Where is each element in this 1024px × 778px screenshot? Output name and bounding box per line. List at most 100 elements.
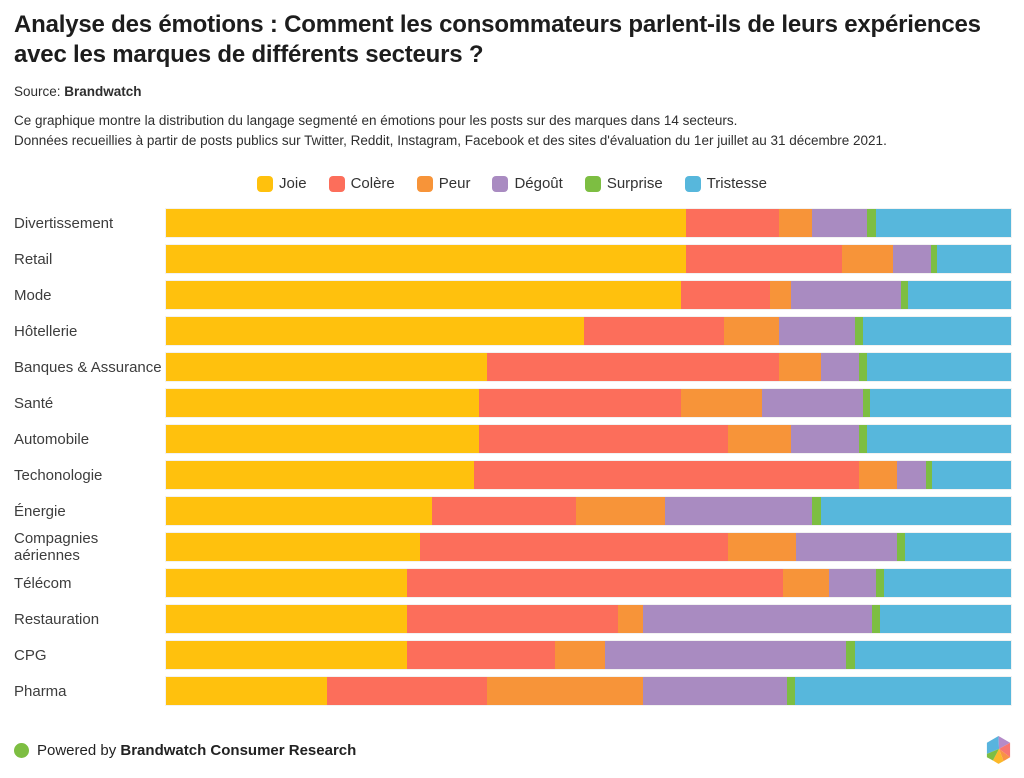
brandwatch-hexagon-logo-icon — [986, 736, 1011, 764]
bar-segment-tristesse — [867, 353, 1011, 381]
chart-row: Restauration — [14, 605, 1011, 633]
bar-segment-surprise — [896, 533, 906, 561]
legend-item-colère: Colère — [328, 175, 395, 192]
bar-segment-peur — [782, 569, 830, 597]
bar-segment-surprise — [871, 605, 880, 633]
row-label: Santé — [14, 394, 54, 412]
row-label: Compagnies aériennes — [14, 530, 99, 564]
bar-segment-colère — [406, 569, 783, 597]
powered-by: Powered by Brandwatch Consumer Research — [14, 742, 356, 759]
legend-label: Dégoût — [514, 175, 563, 192]
legend-swatch-icon — [416, 175, 433, 192]
bar-segment-joie — [166, 353, 488, 381]
description-line-1: Ce graphique montre la distribution du l… — [14, 113, 738, 129]
bar-segment-peur — [681, 389, 762, 417]
bar-segment-dégoût — [812, 209, 868, 237]
row-label: CPG — [14, 646, 47, 664]
legend-label: Surprise — [606, 175, 663, 192]
chart-row: Mode — [14, 281, 1011, 309]
header: Analyse des émotions : Comment les conso… — [14, 10, 1010, 150]
bar-segment-peur — [618, 605, 644, 633]
chart-row: Télécom — [14, 569, 1011, 597]
legend: Joie Colère Peur Dégoût Surprise Tristesse — [0, 175, 1024, 192]
bar-segment-surprise — [854, 317, 864, 345]
legend-item-peur: Peur — [416, 175, 471, 192]
stacked-bar — [166, 245, 1011, 273]
stacked-bar — [166, 497, 1011, 525]
bar-segment-peur — [554, 641, 606, 669]
chart-row: CPG — [14, 641, 1011, 669]
bar-segment-tristesse — [936, 245, 1011, 273]
bar-segment-dégoût — [761, 389, 864, 417]
bar-segment-dégoût — [664, 497, 813, 525]
bar-segment-colère — [406, 605, 619, 633]
bar-segment-peur — [778, 209, 813, 237]
bar-segment-peur — [778, 353, 821, 381]
powered-by-text: Powered by Brandwatch Consumer Research — [37, 742, 357, 759]
bar-segment-colère — [432, 497, 576, 525]
chart-row: Divertissement — [14, 209, 1011, 237]
footer: Powered by Brandwatch Consumer Research — [14, 736, 1012, 765]
chart-row: Retail — [14, 245, 1011, 273]
bar-segment-joie — [166, 317, 585, 345]
bar-segment-joie — [166, 461, 475, 489]
bar-segment-joie — [166, 641, 407, 669]
bar-segment-tristesse — [795, 677, 1011, 705]
bar-segment-surprise — [812, 497, 821, 525]
bar-segment-dégoût — [892, 245, 931, 273]
bar-segment-joie — [166, 389, 479, 417]
bar-segment-tristesse — [932, 461, 1011, 489]
row-label: Divertissement — [14, 214, 114, 232]
legend-swatch-icon — [492, 175, 509, 192]
stacked-bar — [166, 569, 1011, 597]
brand-dot-icon — [14, 743, 29, 758]
stacked-bar — [166, 425, 1011, 453]
legend-label: Peur — [438, 175, 471, 192]
bar-segment-dégoût — [896, 461, 927, 489]
bar-segment-surprise — [926, 461, 933, 489]
bar-segment-tristesse — [867, 425, 1011, 453]
chart-row: Santé — [14, 389, 1011, 417]
bar-segment-peur — [727, 425, 792, 453]
description-line-2: Données recueillies à partir de posts pu… — [14, 132, 887, 148]
chart-row: Compagnies aériennes — [14, 530, 1011, 564]
bar-segment-joie — [166, 677, 327, 705]
legend-label: Tristesse — [706, 175, 767, 192]
legend-swatch-icon — [328, 175, 345, 192]
bar-segment-surprise — [858, 353, 868, 381]
chart-rows: Divertissement Retail Mode Hôtellerie Banque… — [14, 209, 1011, 713]
bar-segment-colère — [478, 425, 728, 453]
stacked-bar — [166, 605, 1011, 633]
bar-segment-dégoût — [778, 317, 855, 345]
row-label: Automobile — [14, 430, 90, 448]
legend-item-tristesse: Tristesse — [684, 175, 767, 192]
chart-row: Banques & Assurance — [14, 353, 1011, 381]
bar-segment-joie — [166, 425, 479, 453]
stacked-bar — [166, 281, 1011, 309]
bar-segment-surprise — [875, 569, 885, 597]
stacked-bar — [166, 641, 1011, 669]
bar-segment-joie — [166, 569, 407, 597]
legend-swatch-icon — [584, 175, 601, 192]
bar-segment-colère — [685, 245, 842, 273]
row-label: Télécom — [14, 574, 72, 592]
chart-row: Automobile — [14, 425, 1011, 453]
row-label: Pharma — [14, 682, 67, 700]
row-label: Banques & Assurance — [14, 358, 162, 376]
legend-swatch-icon — [684, 175, 701, 192]
bar-segment-dégoût — [605, 641, 847, 669]
bar-segment-joie — [166, 605, 407, 633]
bar-segment-joie — [166, 533, 420, 561]
page-title: Analyse des émotions : Comment les conso… — [14, 11, 981, 68]
bar-segment-colère — [584, 317, 724, 345]
stacked-bar — [166, 353, 1011, 381]
row-label: Retail — [14, 250, 53, 268]
legend-label: Joie — [279, 175, 307, 192]
bar-segment-surprise — [863, 389, 870, 417]
stacked-bar — [166, 209, 1011, 237]
chart-row: Hôtellerie — [14, 317, 1011, 345]
bar-segment-joie — [166, 497, 433, 525]
legend-label: Colère — [350, 175, 395, 192]
bar-segment-tristesse — [905, 533, 1011, 561]
bar-segment-colère — [478, 389, 682, 417]
